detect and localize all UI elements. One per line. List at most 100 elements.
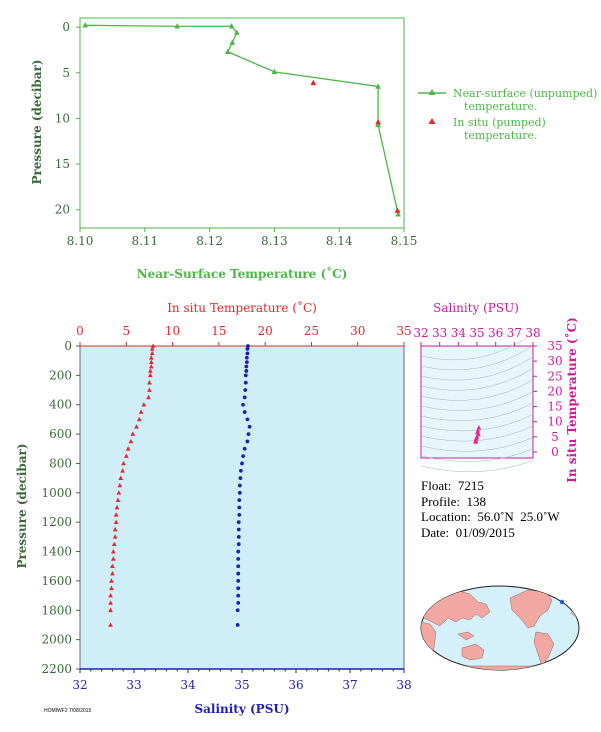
world-map bbox=[420, 585, 580, 671]
in-situ-temperature-point bbox=[136, 416, 142, 422]
salinity-point bbox=[235, 623, 240, 627]
top-y-tick-label: 0 bbox=[62, 20, 70, 34]
location: Location: 56.0˚N 25.0˚W bbox=[421, 509, 560, 524]
main-y-tick-label: 200 bbox=[49, 368, 72, 382]
main-y-tick-label: 2000 bbox=[41, 633, 72, 647]
top-y-tick-label: 5 bbox=[62, 66, 70, 80]
in-situ-temperature-point bbox=[116, 490, 122, 495]
ts-density-contour bbox=[420, 356, 534, 381]
in-situ-temperature-point bbox=[111, 541, 117, 547]
ts-density-contours bbox=[420, 333, 534, 473]
in-situ-temperature-point bbox=[148, 359, 154, 364]
ts-density-contour bbox=[420, 437, 534, 452]
top-legend: Near-surface (unpumped) temperature. In s… bbox=[418, 87, 597, 142]
salinity-point bbox=[239, 468, 243, 473]
ts-x-tick-label: 37 bbox=[507, 326, 522, 340]
main-y-tick-label: 1400 bbox=[41, 545, 72, 559]
in-situ-temperature-point bbox=[128, 438, 134, 444]
salinity-point bbox=[236, 520, 241, 525]
main-series-group bbox=[108, 343, 252, 627]
ts-y-tick-label: 25 bbox=[547, 369, 562, 383]
in-situ-temperature-point bbox=[147, 387, 152, 392]
ts-density-contour bbox=[420, 333, 534, 361]
in-situ-temperature-point bbox=[148, 372, 153, 378]
salinity-point bbox=[237, 498, 242, 503]
main-plot-background bbox=[79, 345, 405, 670]
near-surface-temperature-point bbox=[375, 121, 381, 128]
legend-label-pumped: In situ (pumped) temperature. bbox=[453, 116, 546, 142]
main-top-axis-label: In situ Temperature (˚C) bbox=[167, 300, 317, 315]
salinity-point bbox=[237, 512, 242, 517]
ts-y-tick-label: 15 bbox=[547, 400, 562, 414]
main-top-axis: 0 5 10 15 20 25 30 35 bbox=[76, 324, 412, 346]
in-situ-temperature-point bbox=[148, 363, 154, 369]
salinity-point bbox=[244, 364, 249, 369]
ts-density-contour bbox=[420, 391, 534, 411]
salinity-point bbox=[237, 490, 242, 495]
top-y-tick-label: 10 bbox=[55, 111, 70, 125]
in-situ-temperature-point bbox=[108, 592, 113, 598]
ts-density-contour bbox=[420, 460, 534, 473]
salinity-point bbox=[236, 549, 241, 554]
main-y-tick-label: 400 bbox=[49, 398, 72, 412]
profile-chart: 0200400600800100012001400160018002000220… bbox=[15, 300, 412, 716]
salinity-point bbox=[244, 369, 249, 373]
salinity-point bbox=[236, 601, 241, 605]
main-bottom-tick-label: 35 bbox=[234, 678, 249, 692]
in-situ-temperature-point bbox=[148, 368, 153, 373]
salinity-point bbox=[241, 402, 245, 407]
near-surface-temperature-line bbox=[85, 24, 399, 215]
near-surface-temperature-point bbox=[228, 23, 235, 29]
in-situ-temperature-point bbox=[375, 118, 381, 125]
main-top-tick-label: 30 bbox=[350, 324, 365, 338]
near-surface-temperature-point bbox=[229, 39, 236, 45]
top-y-tick-label: 15 bbox=[55, 157, 70, 171]
main-bottom-axis-label: Salinity (PSU) bbox=[194, 702, 289, 716]
in-situ-temperature-point bbox=[150, 343, 156, 348]
top-x-tick-label: 8.14 bbox=[326, 234, 353, 248]
in-situ-temperature-point bbox=[121, 460, 126, 466]
salinity-point bbox=[243, 388, 248, 392]
in-situ-temperature-point bbox=[112, 534, 118, 539]
in-situ-temperature-point bbox=[112, 526, 118, 532]
salinity-point bbox=[245, 347, 250, 351]
ts-x-tick-label: 35 bbox=[469, 326, 484, 340]
in-situ-temperature-point bbox=[134, 424, 139, 429]
main-y-tick-label: 600 bbox=[49, 427, 72, 441]
ts-x-tick-label: 33 bbox=[432, 326, 447, 340]
top-y-tick-label: 20 bbox=[55, 203, 70, 217]
ts-y-tick-label: 30 bbox=[547, 354, 562, 368]
main-y-tick-label: 2200 bbox=[41, 662, 72, 676]
in-situ-temperature-point bbox=[110, 563, 115, 569]
salinity-point bbox=[245, 439, 250, 444]
main-y-tick-label: 1200 bbox=[41, 515, 72, 529]
salinity-point bbox=[245, 351, 250, 356]
salinity-point bbox=[236, 527, 241, 532]
ts-x-tick-label: 38 bbox=[525, 326, 540, 340]
ts-x-tick-label: 36 bbox=[488, 326, 503, 340]
near-surface-temperature-point bbox=[82, 22, 89, 28]
salinity-point bbox=[236, 579, 241, 583]
in-situ-temperature-point bbox=[110, 556, 116, 561]
ts-density-contour bbox=[420, 402, 534, 422]
main-bottom-tick-label: 32 bbox=[72, 678, 87, 692]
top-x-axis-label: Near-Surface Temperature (˚C) bbox=[137, 266, 348, 281]
top-y-axis-label: Pressure (decibar) bbox=[30, 59, 44, 184]
top-y-axis: 0 5 10 15 20 bbox=[55, 20, 80, 217]
main-y-tick-label: 800 bbox=[49, 456, 72, 470]
ts-y-tick-label: 10 bbox=[547, 415, 562, 429]
salinity-point bbox=[237, 505, 242, 510]
in-situ-temperature-point bbox=[141, 402, 147, 407]
main-y-axis: 0 200 400 600 800 1000 1200 1400 1600 1800 2000 220… bbox=[41, 339, 80, 676]
near-surface-temperature-point bbox=[233, 29, 240, 35]
salinity-point bbox=[242, 410, 247, 414]
main-bottom-axis: 32 33 34 35 36 37 38 bbox=[72, 669, 412, 692]
main-top-tick-label: 10 bbox=[165, 324, 180, 338]
legend-marker-unpumped bbox=[428, 89, 436, 95]
salinity-point bbox=[243, 380, 248, 385]
ts-x-tick-label: 34 bbox=[451, 326, 467, 340]
main-top-tick-label: 20 bbox=[258, 324, 273, 338]
in-situ-temperature-point bbox=[149, 346, 155, 351]
in-situ-temperature-point bbox=[114, 504, 120, 510]
near-surface-temperature-point bbox=[224, 48, 231, 55]
